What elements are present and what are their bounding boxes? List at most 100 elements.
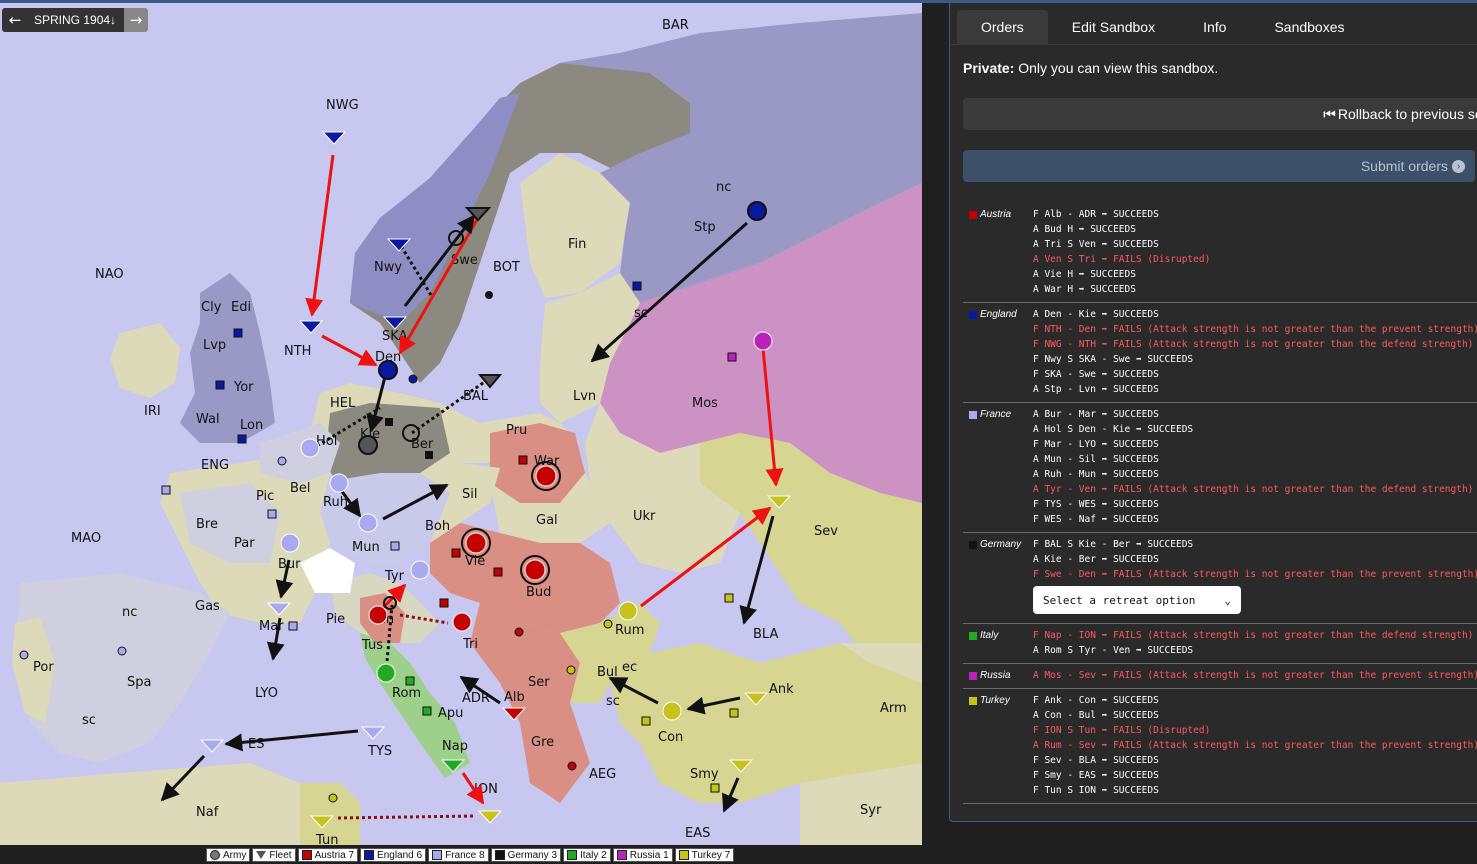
land-iberia xyxy=(15,573,230,763)
rollback-button[interactable]: ⏮Rollback to previous season xyxy=(963,98,1477,130)
order-row: A Mos - Sev ➡ FAILS (Attack strength is … xyxy=(1033,670,1477,681)
province-label[interactable]: Bre xyxy=(196,517,218,532)
province-label[interactable]: Ber xyxy=(411,437,434,452)
province-label[interactable]: Cly xyxy=(201,300,222,315)
province-label[interactable]: Stp xyxy=(694,220,716,235)
province-label[interactable]: Alb xyxy=(504,690,525,705)
province-label[interactable]: ADR xyxy=(462,691,490,706)
province-label[interactable]: Swe xyxy=(451,253,478,268)
province-label[interactable]: Lvp xyxy=(203,338,226,353)
province-label[interactable]: Yor xyxy=(233,380,254,395)
province-label[interactable]: BLA xyxy=(753,627,778,642)
order-row: A Hol S Den - Kie ➡ SUCCEEDS xyxy=(1033,424,1194,435)
nation-name: Austria xyxy=(969,209,1011,220)
province-label[interactable]: Boh xyxy=(425,519,450,534)
province-label[interactable]: BOT xyxy=(493,260,520,275)
legend-swatch xyxy=(567,850,578,860)
land-ukr xyxy=(585,403,740,573)
game-map[interactable]: NWG BAR NAO Cly Edi Lvp Yor IRI Wal Lon ENG NTH SKA N… xyxy=(0,3,922,845)
province-label[interactable]: nc xyxy=(122,605,137,620)
province-label[interactable]: Nap xyxy=(442,739,468,754)
submit-orders-button[interactable]: Submit orders › xyxy=(963,150,1475,182)
province-label[interactable]: Apu xyxy=(438,706,463,721)
province-label[interactable]: Tri xyxy=(462,637,478,652)
province-label[interactable]: Hol xyxy=(316,434,337,449)
province-label[interactable]: Ser xyxy=(528,675,550,690)
province-label[interactable]: SKA xyxy=(382,329,408,344)
province-label[interactable]: Naf xyxy=(196,805,219,820)
province-label[interactable]: ENG xyxy=(201,458,229,473)
province-label[interactable]: Gal xyxy=(536,513,558,528)
legend-label: France 8 xyxy=(445,849,485,861)
province-label[interactable]: HEL xyxy=(330,396,356,411)
province-label[interactable]: EAS xyxy=(685,826,710,841)
retreat-select[interactable]: Select a retreat option ⌄ xyxy=(1033,586,1241,614)
land-switzerland xyxy=(300,548,355,593)
province-label[interactable]: MAO xyxy=(71,531,101,546)
province-label[interactable]: BAL xyxy=(463,389,489,404)
province-label[interactable]: Bur xyxy=(278,557,301,572)
province-label[interactable]: sc xyxy=(634,306,648,321)
province-label[interactable]: Nwy xyxy=(374,260,402,275)
province-label[interactable]: Mun xyxy=(352,540,380,555)
province-label[interactable]: sc xyxy=(606,694,620,709)
province-label[interactable]: Wal xyxy=(196,412,220,427)
arrow-left-icon[interactable]: ← xyxy=(2,8,28,32)
province-label[interactable]: Vie xyxy=(465,554,485,569)
province-label[interactable]: nc xyxy=(716,180,731,195)
province-label[interactable]: sc xyxy=(82,713,96,728)
province-label[interactable]: Arm xyxy=(880,701,907,716)
province-label[interactable]: Bud xyxy=(526,585,551,600)
province-label[interactable]: Den xyxy=(375,350,401,365)
province-label[interactable]: Rom xyxy=(392,686,421,701)
province-label[interactable]: Gas xyxy=(195,599,220,614)
province-label[interactable]: AEG xyxy=(589,767,616,782)
province-label[interactable]: LYO xyxy=(255,686,278,701)
province-label[interactable]: Ukr xyxy=(633,509,656,524)
province-label[interactable]: Bel xyxy=(290,481,311,496)
province-label[interactable]: Syr xyxy=(860,803,882,818)
province-label[interactable]: Ruh xyxy=(323,495,348,510)
austria-army-war xyxy=(535,465,557,487)
province-label[interactable]: IRI xyxy=(144,404,161,419)
phase-label[interactable]: SPRING 1904 ↓ xyxy=(28,8,125,32)
province-label[interactable]: BAR xyxy=(662,18,689,33)
province-label[interactable]: Con xyxy=(658,730,683,745)
province-label[interactable]: Pic xyxy=(256,489,274,504)
province-label[interactable]: Mos xyxy=(692,396,718,411)
province-label[interactable]: Pie xyxy=(326,612,345,627)
province-label[interactable]: ec xyxy=(622,660,637,675)
province-label[interactable]: Gre xyxy=(531,735,554,750)
province-label[interactable]: TYS xyxy=(367,744,392,759)
tab-edit-sandbox[interactable]: Edit Sandbox xyxy=(1071,19,1156,35)
tab-info[interactable]: Info xyxy=(1203,19,1227,35)
map-canvas[interactable]: NWG BAR NAO Cly Edi Lvp Yor IRI Wal Lon ENG NTH SKA N… xyxy=(0,3,922,845)
province-label[interactable]: Tyr xyxy=(384,569,405,584)
province-label[interactable]: NTH xyxy=(284,344,311,359)
province-label[interactable]: NWG xyxy=(326,98,359,113)
province-label[interactable]: Rum xyxy=(615,623,644,638)
province-label[interactable]: NAO xyxy=(95,267,124,282)
province-label[interactable]: Pru xyxy=(506,423,527,438)
land-war xyxy=(490,423,585,503)
order-row: F Swe - Den ➡ FAILS (Attack strength is … xyxy=(1033,569,1477,580)
tab-sandboxes[interactable]: Sandboxes xyxy=(1274,19,1345,35)
province-label[interactable]: Tun xyxy=(315,833,338,845)
province-label[interactable]: Lon xyxy=(240,418,263,433)
skip-back-icon: ⏮ xyxy=(1323,105,1336,122)
province-label[interactable]: Bul xyxy=(597,665,618,680)
province-label[interactable]: Fin xyxy=(568,237,586,252)
province-label[interactable]: Sil xyxy=(462,487,477,502)
province-label[interactable]: Sev xyxy=(814,524,838,539)
province-label[interactable]: Lvn xyxy=(573,389,596,404)
nation-name: Germany xyxy=(969,539,1021,550)
province-label[interactable]: Smy xyxy=(690,767,719,782)
province-label[interactable]: Tus xyxy=(361,638,383,653)
arrow-right-icon[interactable]: → xyxy=(124,8,149,32)
province-label[interactable]: Ank xyxy=(769,682,794,697)
province-label[interactable]: Por xyxy=(33,660,54,675)
province-label[interactable]: Par xyxy=(234,536,255,551)
province-label[interactable]: Spa xyxy=(127,675,151,690)
province-label[interactable]: Edi xyxy=(231,300,251,315)
tab-orders[interactable]: Orders xyxy=(957,10,1048,44)
